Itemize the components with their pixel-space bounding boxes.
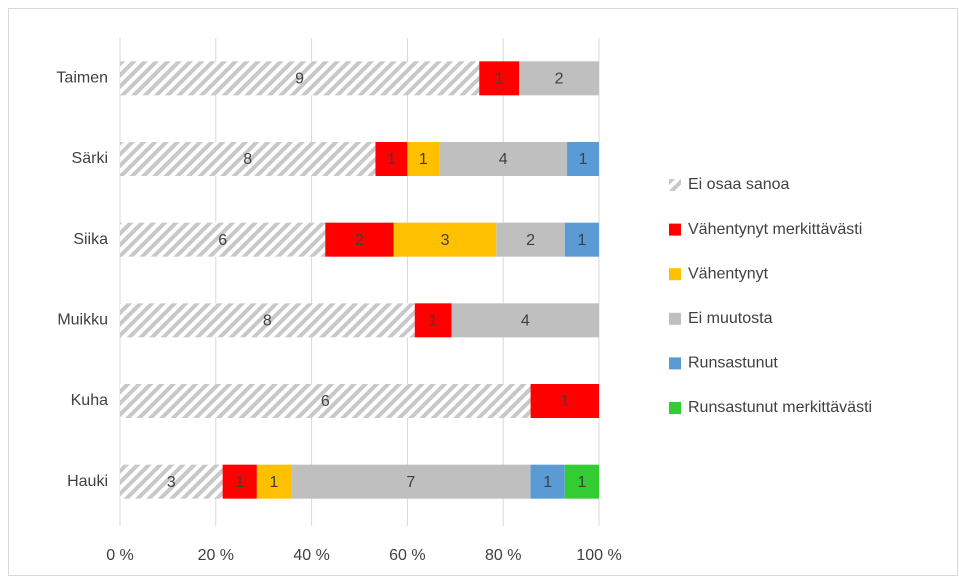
bar-segment [256, 464, 292, 499]
bar-segment [120, 61, 480, 96]
bar-segment [291, 464, 531, 499]
bar-segment [222, 464, 257, 499]
y-tick-label: Muikku [57, 312, 108, 329]
data-label: 1 [270, 474, 279, 491]
bar-segment [407, 142, 440, 176]
data-label: 9 [295, 71, 304, 88]
legend-swatch [669, 402, 681, 414]
data-label: 8 [243, 151, 252, 168]
data-label: 1 [579, 151, 588, 168]
legend-label: Vähentynyt [688, 265, 769, 282]
data-label: 2 [355, 232, 364, 249]
legend-swatch [669, 357, 681, 370]
y-tick-label: Kuha [71, 392, 108, 409]
bar-segment [451, 303, 599, 338]
bar-segment [564, 222, 599, 257]
data-label: 2 [555, 71, 564, 88]
bar-segment [120, 142, 376, 176]
data-label: 1 [560, 393, 569, 410]
bar-segment [439, 142, 568, 176]
x-tick-label: 40 % [293, 547, 329, 564]
data-label: 1 [577, 474, 586, 491]
legend-swatch [669, 312, 681, 325]
y-tick-label: Taimen [56, 70, 108, 87]
x-tick-label: 100 % [576, 547, 621, 564]
data-label: 8 [263, 313, 272, 330]
legend-label: Runsastunut [688, 355, 778, 372]
y-tick-label: Hauki [67, 473, 108, 490]
bar-segment [567, 142, 599, 176]
data-label: 1 [495, 71, 504, 88]
data-label: 3 [441, 232, 450, 249]
data-label: 3 [167, 474, 176, 491]
legend-label: Runsastunut merkittävästi [688, 399, 872, 416]
bar-segment [120, 222, 326, 257]
data-label: 1 [419, 151, 428, 168]
bar-segment [120, 303, 415, 338]
data-label: 6 [218, 232, 227, 249]
legend-label: Vähentynyt merkittävästi [688, 221, 862, 238]
legend-label: Ei muutosta [688, 310, 773, 327]
bar-segment [519, 61, 599, 96]
data-label: 1 [543, 474, 552, 491]
data-label: 2 [526, 232, 535, 249]
y-tick-label: Särki [72, 150, 108, 167]
bar-segment [375, 142, 408, 176]
bar-segment [120, 464, 223, 499]
legend-label: Ei osaa sanoa [688, 176, 790, 193]
bar-segment [393, 222, 497, 257]
data-label: 4 [499, 151, 508, 168]
data-label: 1 [387, 151, 396, 168]
bar-segment [496, 222, 565, 257]
bar-segment [479, 61, 520, 96]
bar-segment [325, 222, 394, 257]
x-tick-label: 60 % [389, 547, 425, 564]
bar-segment [414, 303, 452, 338]
data-label: 1 [429, 313, 438, 330]
data-label: 7 [406, 474, 415, 491]
legend-swatch [669, 268, 681, 281]
data-label: 6 [321, 393, 330, 410]
data-label: 1 [235, 474, 244, 491]
x-tick-label: 80 % [485, 547, 521, 564]
y-tick-label: Siika [73, 231, 108, 248]
bar-segment [530, 464, 565, 499]
data-label: 4 [521, 313, 530, 330]
x-tick-label: 20 % [198, 547, 234, 564]
legend-swatch [669, 223, 681, 236]
data-label: 1 [577, 232, 586, 249]
legend-swatch [669, 179, 681, 191]
bar-segment [564, 464, 599, 499]
x-tick-label: 0 % [106, 547, 134, 564]
bar-segment [120, 384, 531, 418]
bar-segment [530, 384, 599, 418]
